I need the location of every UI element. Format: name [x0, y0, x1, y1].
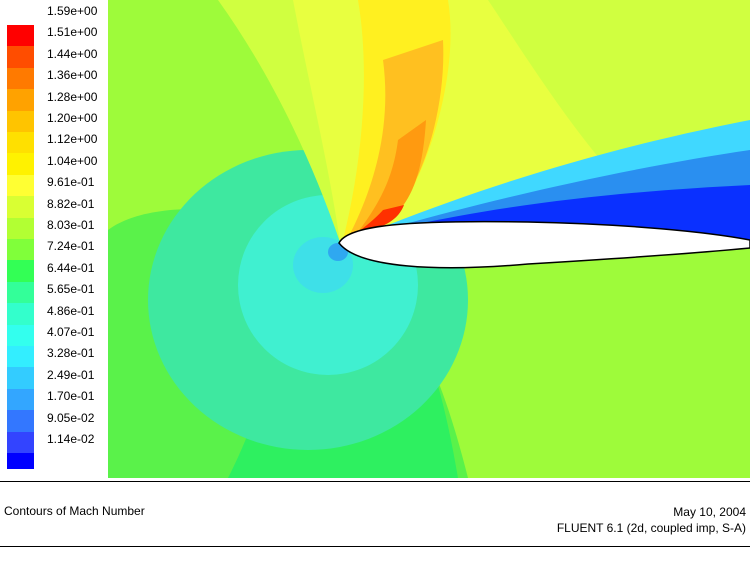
legend-swatch [7, 89, 34, 111]
legend-swatch [7, 46, 34, 68]
plot-title: Contours of Mach Number [4, 504, 145, 518]
mach-contour-plot [108, 0, 750, 478]
orange-region-2 [358, 120, 426, 232]
legend-swatch [7, 196, 34, 218]
plot-metadata: May 10, 2004 FLUENT 6.1 (2d, coupled imp… [557, 504, 746, 536]
legend-label: 5.65e-01 [47, 282, 95, 297]
footer-separator [0, 481, 750, 482]
legend-label: 1.12e+00 [47, 132, 98, 147]
legend-label: 1.51e+00 [47, 25, 98, 40]
legend-swatch [7, 174, 34, 197]
legend-label: 8.82e-01 [47, 196, 95, 211]
legend-swatch [7, 303, 34, 325]
legend-swatch [7, 431, 34, 453]
legend-swatch [7, 153, 34, 175]
plot-date: May 10, 2004 [673, 505, 746, 519]
legend-swatch [7, 239, 34, 261]
legend-swatch [7, 388, 34, 411]
legend-swatch [7, 346, 34, 368]
legend-label: 8.03e-01 [47, 218, 95, 232]
legend-swatch [7, 367, 34, 389]
solver-info: FLUENT 6.1 (2d, coupled imp, S-A) [556, 521, 746, 535]
legend-swatch [7, 324, 34, 346]
legend-label: 1.28e+00 [47, 89, 98, 104]
orange-region-1 [348, 40, 444, 238]
legend-label: 9.61e-01 [47, 175, 95, 190]
legend-label: 1.14e-02 [47, 432, 95, 446]
legend-label: 1.04e+00 [47, 153, 98, 168]
legend-swatch [7, 410, 34, 432]
footer-bottom-line [0, 546, 750, 547]
legend-label: 3.28e-01 [47, 346, 95, 361]
legend-swatch [7, 453, 34, 469]
legend-label: 1.36e+00 [47, 68, 98, 83]
legend-label: 6.44e-01 [47, 260, 95, 275]
red-region [353, 205, 404, 236]
legend-label: 1.20e+00 [47, 111, 98, 125]
legend-label: 1.70e-01 [47, 389, 95, 404]
airfoil-shape [338, 220, 750, 269]
legend-label: 1.59e+00 [47, 4, 98, 18]
legend-label: 7.24e-01 [47, 239, 95, 254]
legend-label: 9.05e-02 [47, 410, 95, 425]
legend-label: 1.44e+00 [47, 46, 98, 61]
legend-label: 4.86e-01 [47, 303, 95, 318]
legend-swatch [7, 260, 34, 282]
colorbar-legend: 1.59e+00 1.51e+00 1.44e+00 1.36e+00 1.28e+00… [0, 0, 108, 478]
legend-swatch [7, 67, 34, 90]
legend-swatch [7, 217, 34, 239]
legend-label: 4.07e-01 [47, 325, 95, 339]
legend-label: 2.49e-01 [47, 367, 95, 382]
legend-swatch [7, 132, 34, 154]
legend-swatch [7, 110, 34, 132]
legend-swatch [7, 25, 34, 47]
legend-swatch [7, 281, 34, 304]
